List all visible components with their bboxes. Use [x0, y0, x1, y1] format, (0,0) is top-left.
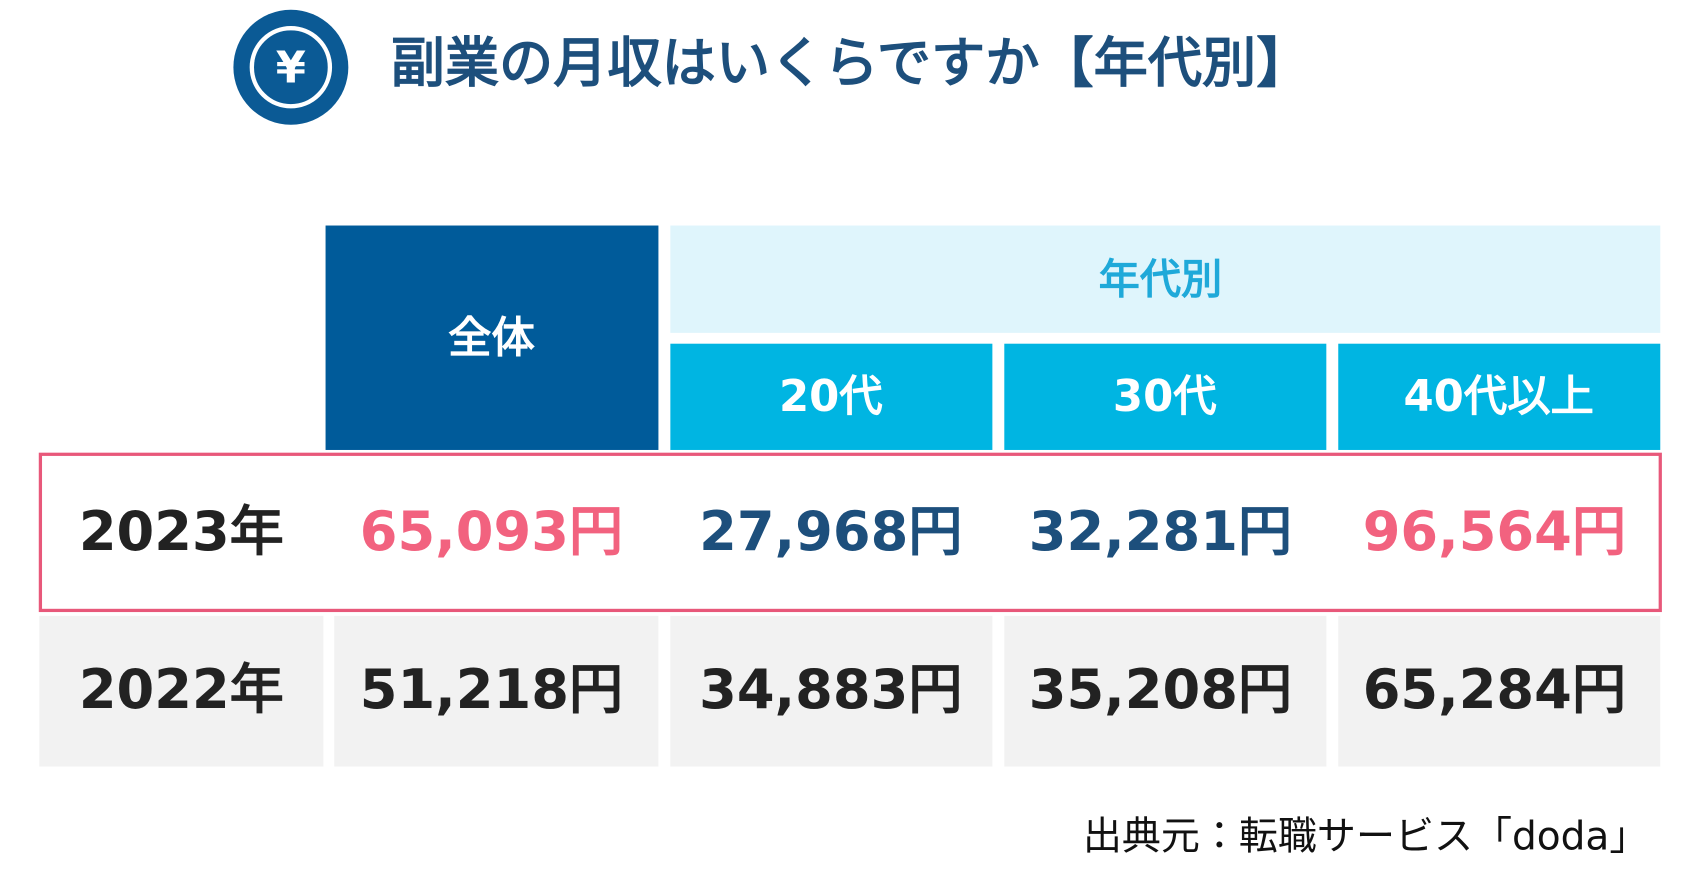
group-header-cell — [670, 225, 1661, 333]
title: 副業の月収はいくらですか【年代別】 — [391, 31, 1311, 94]
yen-icon: ¥ — [233, 9, 349, 125]
cell-value: 96,564円 — [1363, 500, 1626, 563]
cell-value: 35,208円 — [1029, 658, 1292, 721]
highlight-row — [38, 452, 1662, 613]
cell-value: 34,883円 — [699, 658, 962, 721]
cell-value: 65,284円 — [1363, 658, 1626, 721]
header-cell — [1004, 343, 1327, 450]
header-label: 全体 — [448, 313, 535, 363]
cell — [1004, 615, 1327, 767]
header-cell — [1338, 343, 1661, 450]
header-label: 30代 — [1113, 372, 1217, 422]
source-note: 出典元：転職サービス「doda」 — [1083, 815, 1649, 860]
cell — [39, 615, 324, 767]
cell-value: 51,218円 — [360, 658, 623, 721]
header-cell — [670, 343, 993, 450]
cell — [670, 615, 993, 767]
cell-value: 27,968円 — [699, 500, 962, 563]
group-header-label: 年代別 — [1099, 256, 1223, 304]
header-label: 20代 — [779, 372, 883, 422]
icon-symbol: ¥ — [276, 43, 306, 93]
cell — [334, 615, 659, 767]
cell-value: 32,281円 — [1029, 500, 1292, 563]
header-cell — [325, 225, 659, 450]
row-label: 2023年 — [79, 500, 284, 563]
cell — [1338, 615, 1661, 767]
row-label: 2022年 — [79, 658, 284, 721]
cell-value: 65,093円 — [360, 500, 623, 563]
header-label: 40代以上 — [1404, 372, 1594, 422]
